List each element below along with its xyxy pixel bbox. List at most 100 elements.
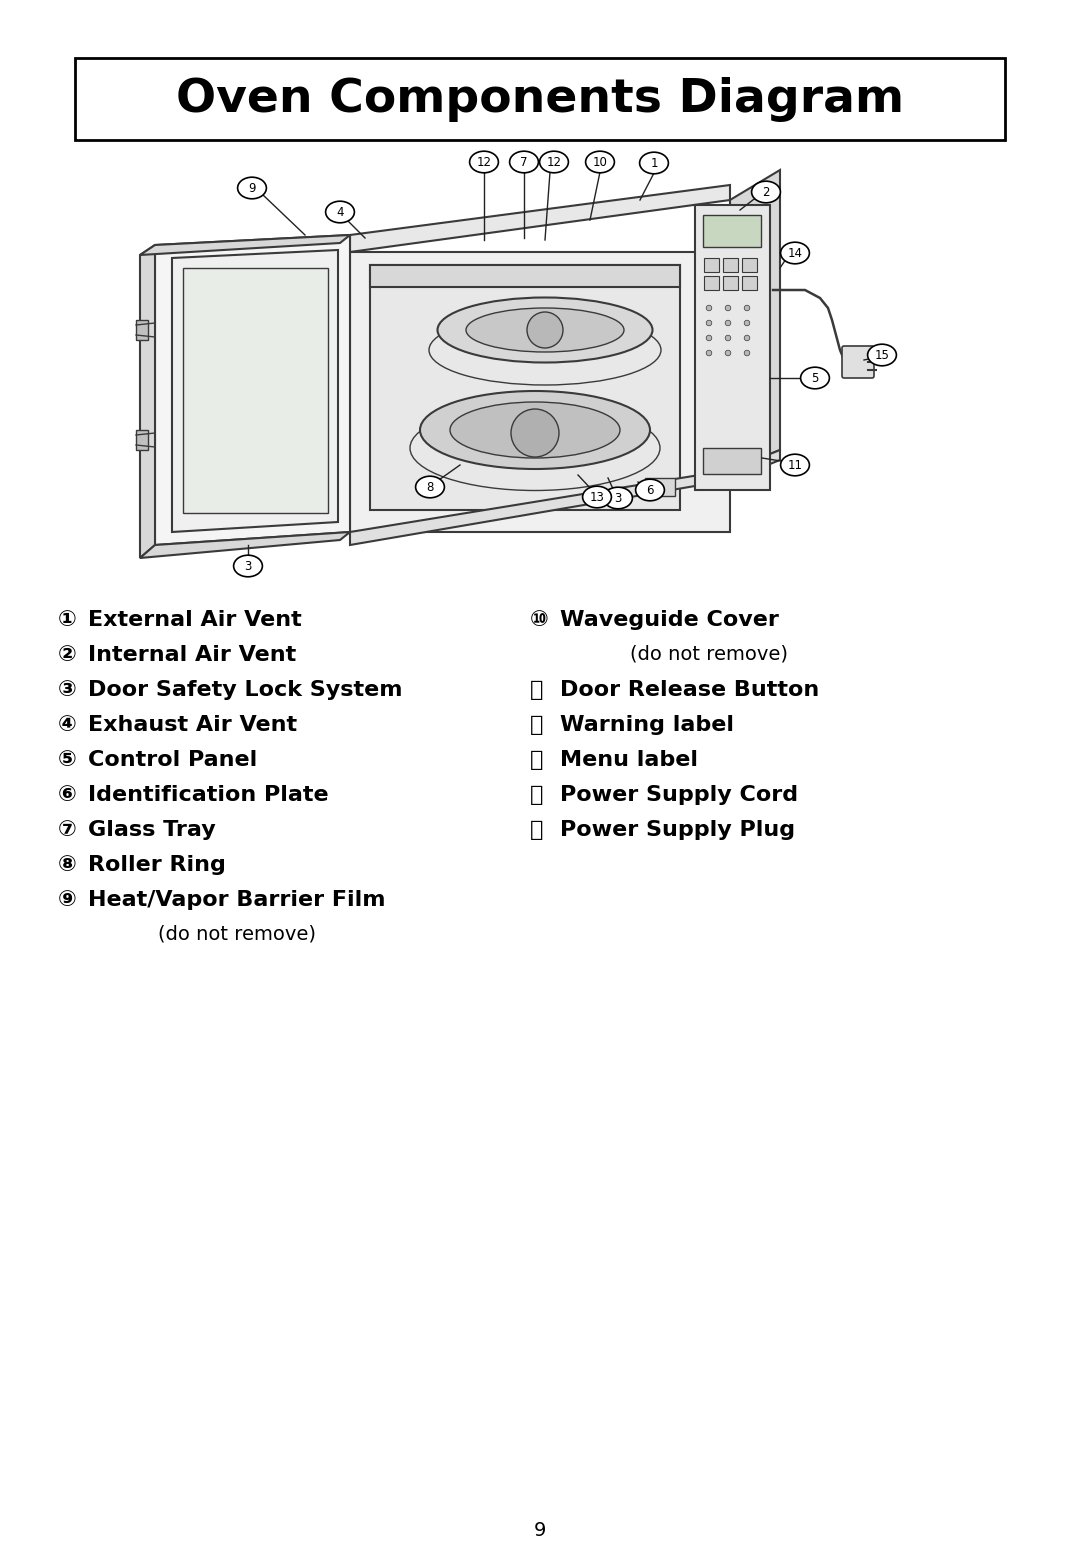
Text: 7: 7 <box>521 157 528 169</box>
Text: Door Release Button: Door Release Button <box>561 680 820 700</box>
Ellipse shape <box>800 367 829 389</box>
Text: Power Supply Plug: Power Supply Plug <box>561 820 795 840</box>
Text: 8: 8 <box>427 481 434 494</box>
Circle shape <box>744 349 750 356</box>
Text: (do not remove): (do not remove) <box>630 646 788 664</box>
Bar <box>703 448 761 473</box>
Text: 1: 1 <box>650 157 658 169</box>
Circle shape <box>744 320 750 326</box>
Text: ⑦: ⑦ <box>58 820 77 840</box>
Text: ⑥: ⑥ <box>58 785 77 805</box>
Text: ⑤: ⑤ <box>58 751 77 769</box>
Text: ⑩: ⑩ <box>530 610 549 630</box>
Circle shape <box>511 409 559 458</box>
Ellipse shape <box>450 403 620 458</box>
Circle shape <box>744 335 750 340</box>
Ellipse shape <box>437 298 652 362</box>
Text: (do not remove): (do not remove) <box>158 925 316 943</box>
Text: ⑧: ⑧ <box>58 856 77 874</box>
Circle shape <box>725 335 731 340</box>
Text: External Air Vent: External Air Vent <box>87 610 301 630</box>
Text: ⑨: ⑨ <box>58 890 77 910</box>
Polygon shape <box>730 169 780 470</box>
Circle shape <box>527 312 563 348</box>
Text: Waveguide Cover: Waveguide Cover <box>561 610 779 630</box>
Ellipse shape <box>510 150 539 172</box>
Ellipse shape <box>604 487 633 509</box>
Text: 11: 11 <box>787 459 802 472</box>
Text: 9: 9 <box>534 1520 546 1539</box>
Ellipse shape <box>639 152 669 174</box>
Circle shape <box>706 349 712 356</box>
Polygon shape <box>140 533 350 558</box>
Bar <box>370 265 680 509</box>
Text: Exhaust Air Vent: Exhaust Air Vent <box>87 715 297 735</box>
Ellipse shape <box>416 476 444 498</box>
Polygon shape <box>140 235 350 255</box>
Text: Power Supply Cord: Power Supply Cord <box>561 785 798 805</box>
Text: ③: ③ <box>58 680 77 700</box>
Bar <box>742 276 757 290</box>
Bar <box>136 320 148 340</box>
Ellipse shape <box>238 177 267 199</box>
Text: ⑪: ⑪ <box>530 680 543 700</box>
Circle shape <box>725 306 731 310</box>
Bar <box>370 265 680 287</box>
Bar <box>183 268 328 512</box>
Text: Warning label: Warning label <box>561 715 734 735</box>
Ellipse shape <box>636 480 664 501</box>
Bar <box>350 252 730 533</box>
Text: ④: ④ <box>58 715 77 735</box>
Ellipse shape <box>781 454 809 476</box>
Ellipse shape <box>781 243 809 263</box>
Bar <box>704 259 719 273</box>
Text: Menu label: Menu label <box>561 751 698 769</box>
Ellipse shape <box>582 486 611 508</box>
Circle shape <box>744 306 750 310</box>
Ellipse shape <box>420 392 650 469</box>
Text: 13: 13 <box>590 490 605 505</box>
Text: Internal Air Vent: Internal Air Vent <box>87 646 296 664</box>
Text: 3: 3 <box>615 492 622 505</box>
Bar <box>645 478 675 497</box>
Text: 2: 2 <box>762 186 770 199</box>
Ellipse shape <box>233 555 262 577</box>
Polygon shape <box>350 185 730 252</box>
Bar <box>136 429 148 450</box>
Bar <box>696 205 770 490</box>
Bar <box>723 276 738 290</box>
FancyBboxPatch shape <box>842 346 874 378</box>
Text: 14: 14 <box>787 248 802 260</box>
Text: 15: 15 <box>875 349 890 362</box>
Ellipse shape <box>470 150 498 172</box>
Polygon shape <box>172 251 338 533</box>
Text: Door Safety Lock System: Door Safety Lock System <box>87 680 403 700</box>
Bar <box>704 276 719 290</box>
Text: ⑬: ⑬ <box>530 751 543 769</box>
Text: 10: 10 <box>593 157 607 169</box>
Circle shape <box>706 335 712 340</box>
Ellipse shape <box>325 201 354 223</box>
Text: 12: 12 <box>476 157 491 169</box>
Text: Roller Ring: Roller Ring <box>87 856 226 874</box>
Text: 5: 5 <box>811 371 819 385</box>
Text: 4: 4 <box>336 205 343 219</box>
Ellipse shape <box>752 182 781 202</box>
Polygon shape <box>156 235 350 545</box>
Text: Oven Components Diagram: Oven Components Diagram <box>176 77 904 122</box>
Ellipse shape <box>867 345 896 365</box>
Text: ⑭: ⑭ <box>530 785 543 805</box>
Text: ①: ① <box>58 610 77 630</box>
Text: ⑫: ⑫ <box>530 715 543 735</box>
Polygon shape <box>350 450 780 545</box>
Text: Glass Tray: Glass Tray <box>87 820 216 840</box>
Bar <box>75 58 1005 139</box>
Text: 9: 9 <box>248 182 256 194</box>
Ellipse shape <box>465 309 624 353</box>
Ellipse shape <box>585 150 615 172</box>
Circle shape <box>706 320 712 326</box>
Bar <box>703 215 761 248</box>
Text: ⑮: ⑮ <box>530 820 543 840</box>
Circle shape <box>725 349 731 356</box>
Text: Identification Plate: Identification Plate <box>87 785 328 805</box>
